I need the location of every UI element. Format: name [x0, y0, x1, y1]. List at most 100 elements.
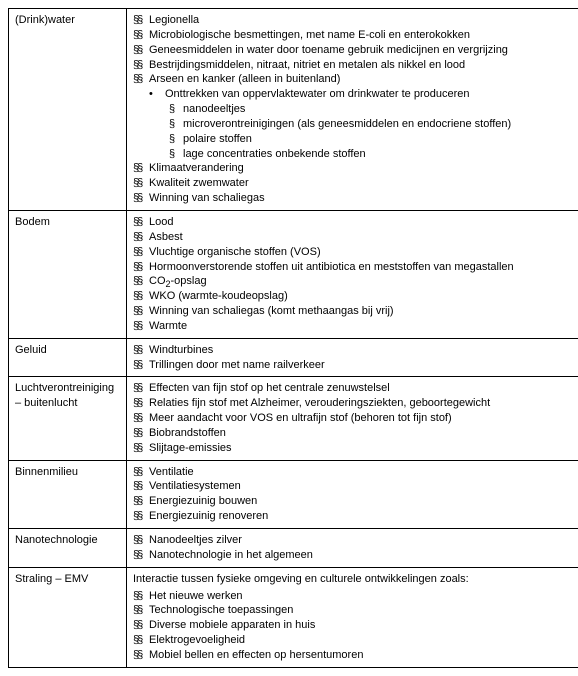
bullet-marker: §§	[133, 648, 149, 663]
list-item: §§Nanotechnologie in het algemeen	[133, 548, 577, 563]
list-item: §microverontreinigingen (als geneesmidde…	[133, 117, 577, 132]
bullet-marker: §§	[133, 618, 149, 633]
row-label: Geluid	[9, 338, 127, 377]
list-item-text: Relaties fijn stof met Alzheimer, veroud…	[149, 396, 577, 411]
table-row: Bodem§§Lood§§Asbest§§Vluchtige organisch…	[9, 210, 578, 338]
row-content: §§Ventilatie§§Ventilatiesystemen§§Energi…	[127, 460, 578, 528]
bullet-marker: §§	[133, 72, 149, 87]
bullet-marker: §§	[133, 411, 149, 426]
row-label: Nanotechnologie	[9, 529, 127, 568]
list-item-text: lage concentraties onbekende stoffen	[183, 147, 577, 162]
list-item: §§Elektrogevoeligheid	[133, 633, 577, 648]
list-item: §§Arseen en kanker (alleen in buitenland…	[133, 72, 577, 87]
list-item: §§Ventilatiesystemen	[133, 479, 577, 494]
list-item: §§Vluchtige organische stoffen (VOS)	[133, 245, 577, 260]
list-item-text: CO2-opslag	[149, 274, 577, 289]
list-item: §§Relaties fijn stof met Alzheimer, vero…	[133, 396, 577, 411]
bullet-marker: §§	[133, 176, 149, 191]
list-item-text: Asbest	[149, 230, 577, 245]
bullet-marker: §§	[133, 161, 149, 176]
list-item-text: microverontreinigingen (als geneesmiddel…	[183, 117, 577, 132]
list-item: §§Biobrandstoffen	[133, 426, 577, 441]
list-item: §§Energiezuinig bouwen	[133, 494, 577, 509]
bullet-marker: §§	[133, 426, 149, 441]
row-label: Binnenmilieu	[9, 460, 127, 528]
table-row: Nanotechnologie§§Nanodeeltjes zilver§§Na…	[9, 529, 578, 568]
bullet-marker: §§	[133, 245, 149, 260]
row-content: §§Windturbines§§Trillingen door met name…	[127, 338, 578, 377]
list-item-text: Arseen en kanker (alleen in buitenland)	[149, 72, 577, 87]
list-item-text: Diverse mobiele apparaten in huis	[149, 618, 577, 633]
list-item: §§Ventilatie	[133, 465, 577, 480]
list-item: §lage concentraties onbekende stoffen	[133, 147, 577, 162]
table-row: Binnenmilieu§§Ventilatie§§Ventilatiesyst…	[9, 460, 578, 528]
list-item: §§Windturbines	[133, 343, 577, 358]
bullet-marker: §§	[133, 319, 149, 334]
list-item-text: Lood	[149, 215, 577, 230]
list-item: §polaire stoffen	[133, 132, 577, 147]
list-item-text: Ventilatiesystemen	[149, 479, 577, 494]
bullet-marker: §	[169, 132, 183, 147]
list-item-text: Slijtage-emissies	[149, 441, 577, 456]
bullet-marker: •	[149, 87, 165, 102]
list-item: §§CO2-opslag	[133, 274, 577, 289]
bullet-marker: §	[169, 102, 183, 117]
list-item-text: WKO (warmte-koudeopslag)	[149, 289, 577, 304]
table-row: Luchtverontreiniging – buitenlucht§§Effe…	[9, 377, 578, 460]
list-item: §§Winning van schaliegas	[133, 191, 577, 206]
list-item: §§Bestrijdingsmiddelen, nitraat, nitriet…	[133, 58, 577, 73]
row-label: Luchtverontreiniging – buitenlucht	[9, 377, 127, 460]
list-item-text: Vluchtige organische stoffen (VOS)	[149, 245, 577, 260]
bullet-marker: §§	[133, 548, 149, 563]
bullet-marker: §§	[133, 274, 149, 289]
list-item: •Onttrekken van oppervlaktewater om drin…	[133, 87, 577, 102]
list-item-text: Warmte	[149, 319, 577, 334]
bullet-marker: §§	[133, 603, 149, 618]
bullet-marker: §§	[133, 396, 149, 411]
row-content: §§Legionella§§Microbiologische besmettin…	[127, 9, 578, 211]
bullet-marker: §§	[133, 589, 149, 604]
list-item: §§Diverse mobiele apparaten in huis	[133, 618, 577, 633]
list-item-text: Energiezuinig bouwen	[149, 494, 577, 509]
bullet-marker: §§	[133, 304, 149, 319]
bullet-marker: §§	[133, 343, 149, 358]
bullet-marker: §§	[133, 465, 149, 480]
row-label: Straling – EMV	[9, 567, 127, 667]
bullet-marker: §§	[133, 191, 149, 206]
list-item: §§Geneesmiddelen in water door toename g…	[133, 43, 577, 58]
row-content: Interactie tussen fysieke omgeving en cu…	[127, 567, 578, 667]
list-item: §§Trillingen door met name railverkeer	[133, 358, 577, 373]
list-item: §§Kwaliteit zwemwater	[133, 176, 577, 191]
list-item: §§Slijtage-emissies	[133, 441, 577, 456]
list-item-text: Winning van schaliegas	[149, 191, 577, 206]
bullet-marker: §§	[133, 494, 149, 509]
list-item-text: Klimaatverandering	[149, 161, 577, 176]
bullet-marker: §§	[133, 230, 149, 245]
list-item-text: polaire stoffen	[183, 132, 577, 147]
bullet-marker: §§	[133, 58, 149, 73]
list-item-text: Meer aandacht voor VOS en ultrafijn stof…	[149, 411, 577, 426]
bullet-marker: §§	[133, 260, 149, 275]
bullet-marker: §§	[133, 381, 149, 396]
list-item: §§Meer aandacht voor VOS en ultrafijn st…	[133, 411, 577, 426]
bullet-marker: §§	[133, 441, 149, 456]
list-item-text: Trillingen door met name railverkeer	[149, 358, 577, 373]
list-item-text: Windturbines	[149, 343, 577, 358]
bullet-marker: §§	[133, 358, 149, 373]
list-item: §§Lood	[133, 215, 577, 230]
list-item-text: Mobiel bellen en effecten op hersentumor…	[149, 648, 577, 663]
bullet-marker: §§	[133, 633, 149, 648]
list-item: §§Technologische toepassingen	[133, 603, 577, 618]
row-intro: Interactie tussen fysieke omgeving en cu…	[133, 572, 577, 587]
list-item-text: Geneesmiddelen in water door toename geb…	[149, 43, 577, 58]
list-item: §§Warmte	[133, 319, 577, 334]
row-content: §§Lood§§Asbest§§Vluchtige organische sto…	[127, 210, 578, 338]
list-item-text: Het nieuwe werken	[149, 589, 577, 604]
list-item-text: Technologische toepassingen	[149, 603, 577, 618]
bullet-marker: §	[169, 117, 183, 132]
list-item-text: Onttrekken van oppervlaktewater om drink…	[165, 87, 577, 102]
list-item: §§Nanodeeltjes zilver	[133, 533, 577, 548]
list-item-text: Winning van schaliegas (komt methaangas …	[149, 304, 577, 319]
row-content: §§Nanodeeltjes zilver§§Nanotechnologie i…	[127, 529, 578, 568]
document-table: (Drink)water§§Legionella§§Microbiologisc…	[8, 8, 578, 668]
